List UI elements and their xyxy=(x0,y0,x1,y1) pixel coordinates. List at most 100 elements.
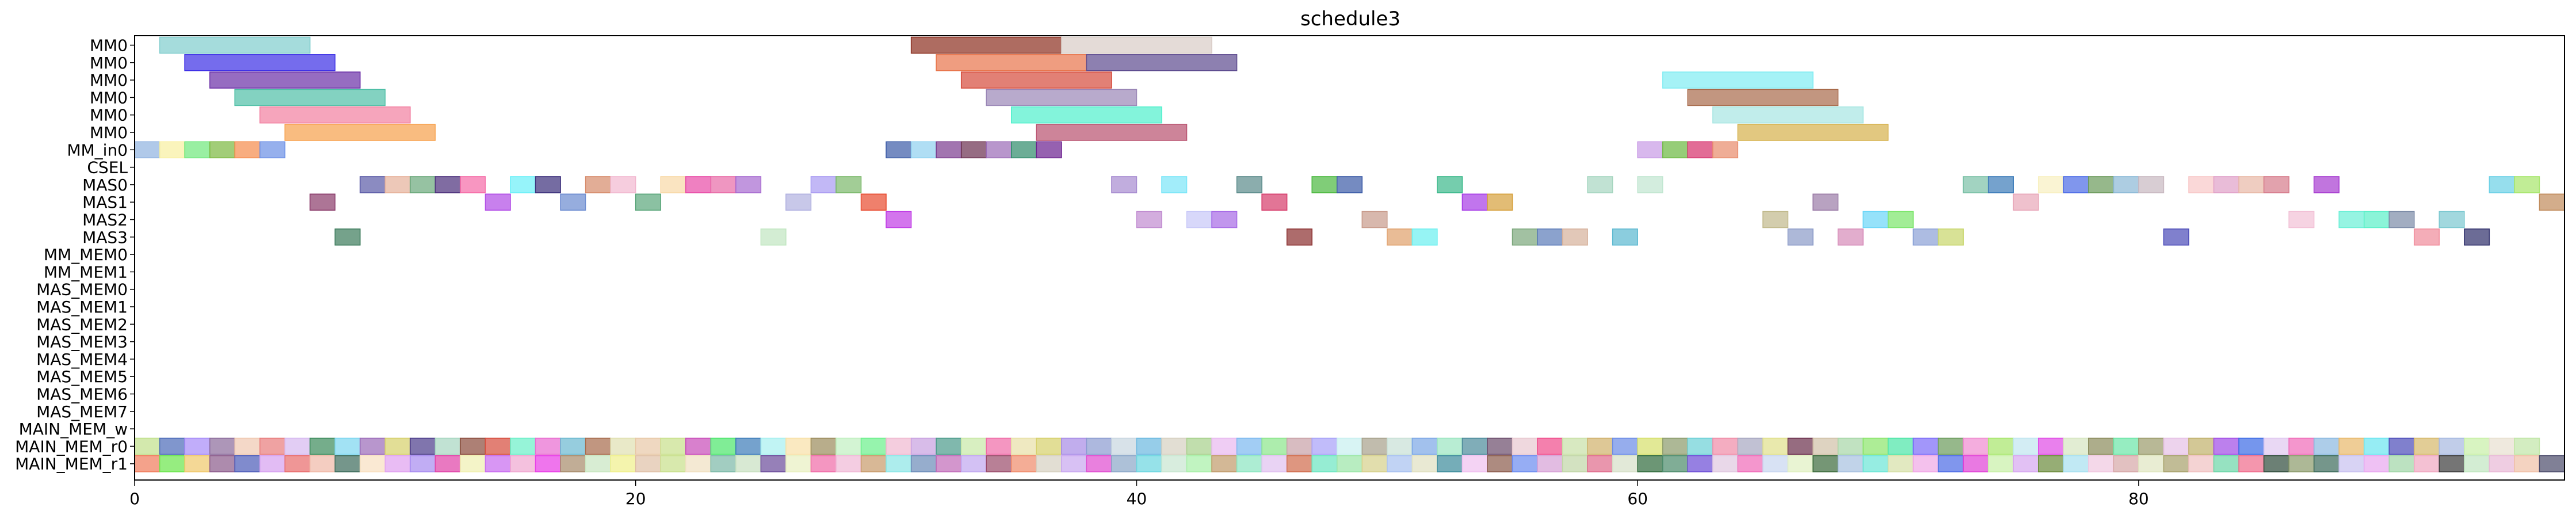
task-bar xyxy=(2388,211,2415,228)
task-bar xyxy=(184,141,211,159)
row-label: MM0 xyxy=(90,71,128,90)
task-bar xyxy=(1336,176,1363,193)
task-bar xyxy=(1186,437,1212,455)
task-bar xyxy=(1036,124,1188,141)
task-bar xyxy=(760,437,787,455)
task-bar xyxy=(2188,176,2215,193)
task-bar xyxy=(209,71,361,89)
task-bar xyxy=(1787,455,1814,473)
task-bar xyxy=(785,193,812,211)
task-bar xyxy=(585,455,611,473)
task-bar xyxy=(2063,176,2089,193)
task-bar xyxy=(434,455,461,473)
task-bar xyxy=(2539,455,2565,473)
task-bar xyxy=(384,176,411,193)
task-bar xyxy=(1837,228,1864,246)
task-bar xyxy=(610,176,636,193)
task-bar xyxy=(2313,455,2340,473)
task-bar xyxy=(886,141,912,159)
row-label: MM0 xyxy=(90,36,128,55)
task-bar xyxy=(886,211,912,228)
task-bar xyxy=(986,89,1138,106)
row-label: MM0 xyxy=(90,123,128,142)
task-bar xyxy=(1787,437,1814,455)
task-bar xyxy=(2464,437,2490,455)
task-bar xyxy=(2013,437,2039,455)
task-bar xyxy=(2213,437,2239,455)
task-bar xyxy=(2063,455,2089,473)
task-bar xyxy=(2514,455,2540,473)
task-bar xyxy=(2414,437,2440,455)
task-bar xyxy=(1136,211,1162,228)
task-bar xyxy=(2414,455,2440,473)
task-bars xyxy=(134,36,2565,473)
task-bar xyxy=(284,124,436,141)
task-bar xyxy=(1737,455,1764,473)
task-bar xyxy=(1086,455,1112,473)
task-bar xyxy=(2338,211,2365,228)
task-bar xyxy=(184,455,211,473)
task-bar xyxy=(1512,437,1538,455)
task-bar xyxy=(2514,437,2540,455)
task-bar xyxy=(1161,176,1188,193)
task-bar xyxy=(2288,455,2315,473)
task-bar xyxy=(2464,455,2490,473)
task-bar xyxy=(1111,455,1138,473)
task-bar xyxy=(1612,455,1638,473)
task-bar xyxy=(1587,437,1613,455)
task-bar xyxy=(1987,455,2014,473)
task-bar xyxy=(535,437,561,455)
task-bar xyxy=(1562,455,1588,473)
task-bar xyxy=(1261,437,1288,455)
task-bar xyxy=(284,455,311,473)
task-bar xyxy=(209,455,235,473)
task-bar xyxy=(886,437,912,455)
task-bar xyxy=(510,176,536,193)
row-label: MM_MEM0 xyxy=(44,245,128,264)
task-bar xyxy=(1612,228,1638,246)
task-bar xyxy=(1011,455,1037,473)
task-bar xyxy=(710,455,736,473)
task-bar xyxy=(735,176,762,193)
task-bar xyxy=(2464,228,2490,246)
task-bar xyxy=(1687,437,1713,455)
task-bar xyxy=(234,141,261,159)
task-bar xyxy=(1712,437,1739,455)
task-bar xyxy=(1562,437,1588,455)
task-bar xyxy=(710,176,736,193)
task-bar xyxy=(936,54,1087,71)
task-bar xyxy=(1461,455,1488,473)
task-bar xyxy=(2013,193,2039,211)
task-bar xyxy=(2363,437,2390,455)
task-bar xyxy=(2188,437,2215,455)
task-bar xyxy=(1411,228,1438,246)
task-bar xyxy=(1236,455,1262,473)
task-bar xyxy=(2013,455,2039,473)
task-bar xyxy=(1913,228,1939,246)
task-bar xyxy=(1662,437,1688,455)
task-bar xyxy=(1011,141,1037,159)
task-bar xyxy=(1311,455,1338,473)
task-bar xyxy=(2113,437,2139,455)
task-bar xyxy=(910,455,937,473)
task-bar xyxy=(2088,455,2115,473)
task-bar xyxy=(1086,54,1238,71)
task-bar xyxy=(1336,437,1363,455)
x-tick-label: 40 xyxy=(1127,489,1147,508)
task-bar xyxy=(434,176,461,193)
task-bar xyxy=(785,455,812,473)
task-bar xyxy=(960,141,987,159)
task-bar xyxy=(2288,211,2315,228)
task-bar xyxy=(560,437,586,455)
task-bar xyxy=(1236,176,1262,193)
task-bar xyxy=(560,193,586,211)
task-bar xyxy=(2138,437,2165,455)
task-bar xyxy=(710,437,736,455)
task-bar xyxy=(1712,106,1864,124)
row-label: MAS_MEM7 xyxy=(36,402,128,421)
task-bar xyxy=(184,54,336,71)
task-bar xyxy=(1762,455,1789,473)
task-bar xyxy=(1863,211,1889,228)
task-bar xyxy=(1937,455,1964,473)
task-bar xyxy=(2163,437,2189,455)
